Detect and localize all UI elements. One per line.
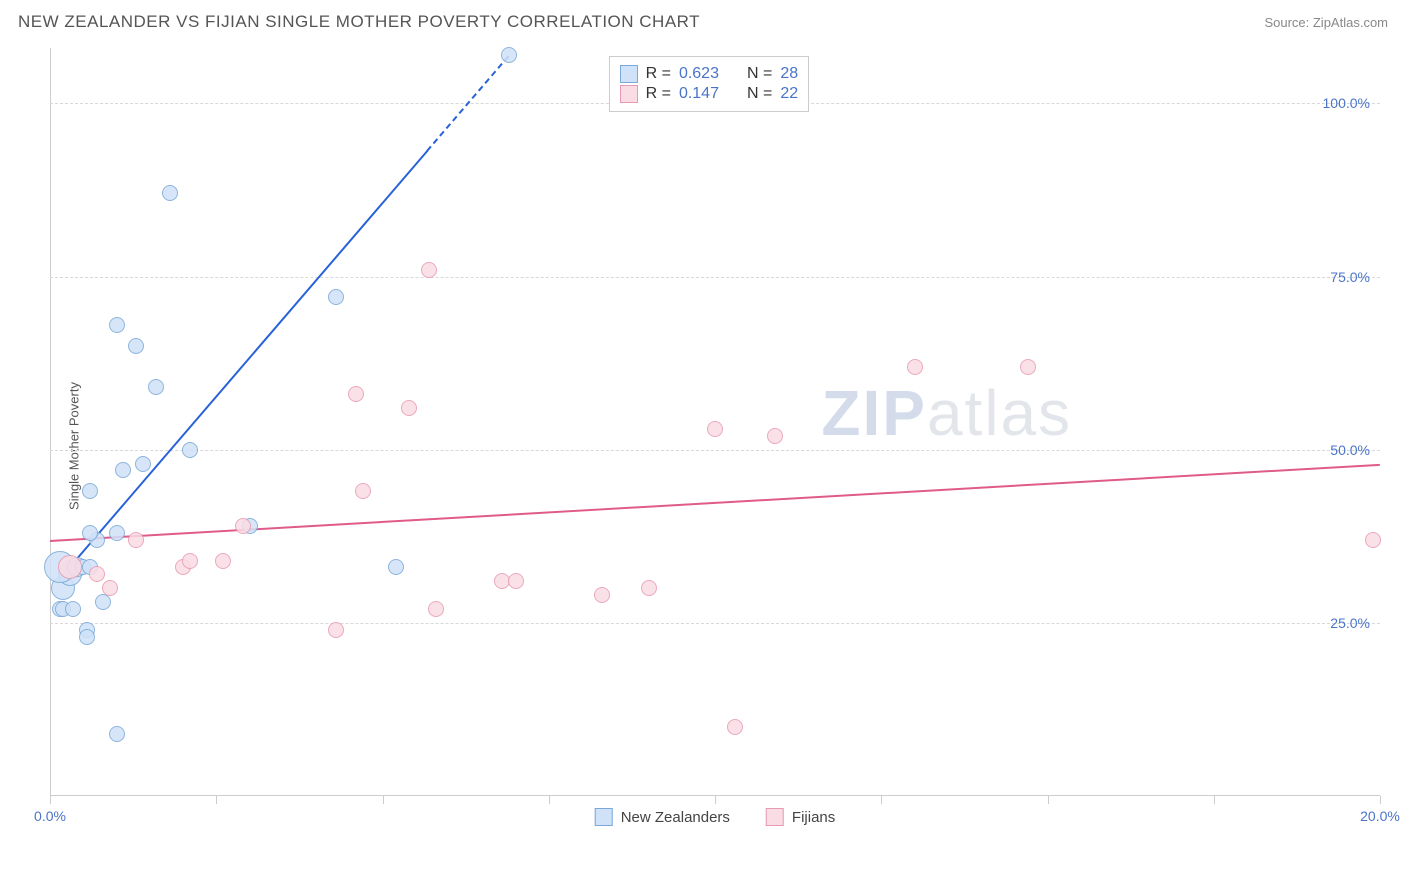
series-swatch: [620, 85, 638, 103]
data-point: [388, 559, 404, 575]
x-tick: [50, 796, 51, 804]
x-tick: [715, 796, 716, 804]
legend-label: Fijians: [792, 809, 835, 826]
r-value: 0.623: [679, 65, 719, 83]
data-point: [135, 456, 151, 472]
data-point: [907, 359, 923, 375]
x-tick-label: 0.0%: [34, 808, 66, 824]
data-point: [328, 289, 344, 305]
stats-row: R = 0.623 N = 28: [620, 65, 799, 83]
watermark-rest: atlas: [927, 377, 1072, 449]
data-point: [115, 462, 131, 478]
data-point: [1020, 359, 1036, 375]
y-tick-label: 25.0%: [1330, 615, 1370, 631]
data-point: [727, 719, 743, 735]
chart-title: NEW ZEALANDER VS FIJIAN SINGLE MOTHER PO…: [18, 12, 700, 32]
x-tick-label: 20.0%: [1360, 808, 1400, 824]
data-point: [215, 553, 231, 569]
data-point: [1365, 532, 1381, 548]
data-point: [128, 532, 144, 548]
r-label: R =: [646, 85, 671, 103]
y-axis-line: [50, 48, 51, 796]
watermark-zip: ZIP: [821, 377, 927, 449]
gridline: [50, 277, 1380, 278]
data-point: [82, 483, 98, 499]
data-point: [355, 483, 371, 499]
data-point: [109, 525, 125, 541]
r-value: 0.147: [679, 85, 719, 103]
y-tick-label: 100.0%: [1323, 95, 1370, 111]
data-point: [594, 587, 610, 603]
data-point: [102, 580, 118, 596]
data-point: [641, 580, 657, 596]
r-label: R =: [646, 65, 671, 83]
data-point: [109, 726, 125, 742]
data-point: [79, 629, 95, 645]
source-attribution: Source: ZipAtlas.com: [1264, 15, 1388, 30]
series-legend: New Zealanders Fijians: [595, 808, 836, 826]
y-tick-label: 75.0%: [1330, 269, 1370, 285]
data-point: [707, 421, 723, 437]
x-tick: [549, 796, 550, 804]
series-swatch: [620, 65, 638, 83]
legend-label: New Zealanders: [621, 809, 730, 826]
x-tick: [1380, 796, 1381, 804]
data-point: [767, 428, 783, 444]
data-point: [508, 573, 524, 589]
stats-row: R = 0.147 N = 22: [620, 85, 799, 103]
data-point: [82, 525, 98, 541]
data-point: [95, 594, 111, 610]
data-point: [89, 566, 105, 582]
data-point: [348, 386, 364, 402]
n-label: N =: [747, 65, 772, 83]
x-tick: [1048, 796, 1049, 804]
y-tick-label: 50.0%: [1330, 442, 1370, 458]
x-tick: [881, 796, 882, 804]
data-point: [182, 442, 198, 458]
data-point: [128, 338, 144, 354]
legend-swatch: [766, 808, 784, 826]
data-point: [428, 601, 444, 617]
n-value: 28: [780, 65, 798, 83]
data-point: [148, 379, 164, 395]
chart-header: NEW ZEALANDER VS FIJIAN SINGLE MOTHER PO…: [18, 12, 1388, 32]
data-point: [162, 185, 178, 201]
data-point: [328, 622, 344, 638]
n-label: N =: [747, 85, 772, 103]
data-point: [235, 518, 251, 534]
x-tick: [383, 796, 384, 804]
legend-item: Fijians: [766, 808, 835, 826]
data-point: [109, 317, 125, 333]
x-tick: [216, 796, 217, 804]
data-point: [421, 262, 437, 278]
legend-swatch: [595, 808, 613, 826]
gridline: [50, 450, 1380, 451]
data-point: [182, 553, 198, 569]
x-tick: [1214, 796, 1215, 804]
correlation-stats-box: R = 0.623 N = 28 R = 0.147 N = 22: [609, 56, 810, 112]
watermark: ZIPatlas: [821, 376, 1072, 450]
gridline: [50, 623, 1380, 624]
data-point: [65, 601, 81, 617]
scatter-chart: ZIPatlas 25.0%50.0%75.0%100.0%0.0%20.0% …: [50, 48, 1380, 828]
legend-item: New Zealanders: [595, 808, 730, 826]
data-point: [58, 555, 82, 579]
data-point: [501, 47, 517, 63]
n-value: 22: [780, 85, 798, 103]
data-point: [401, 400, 417, 416]
plot-region: ZIPatlas 25.0%50.0%75.0%100.0%0.0%20.0%: [50, 48, 1380, 828]
